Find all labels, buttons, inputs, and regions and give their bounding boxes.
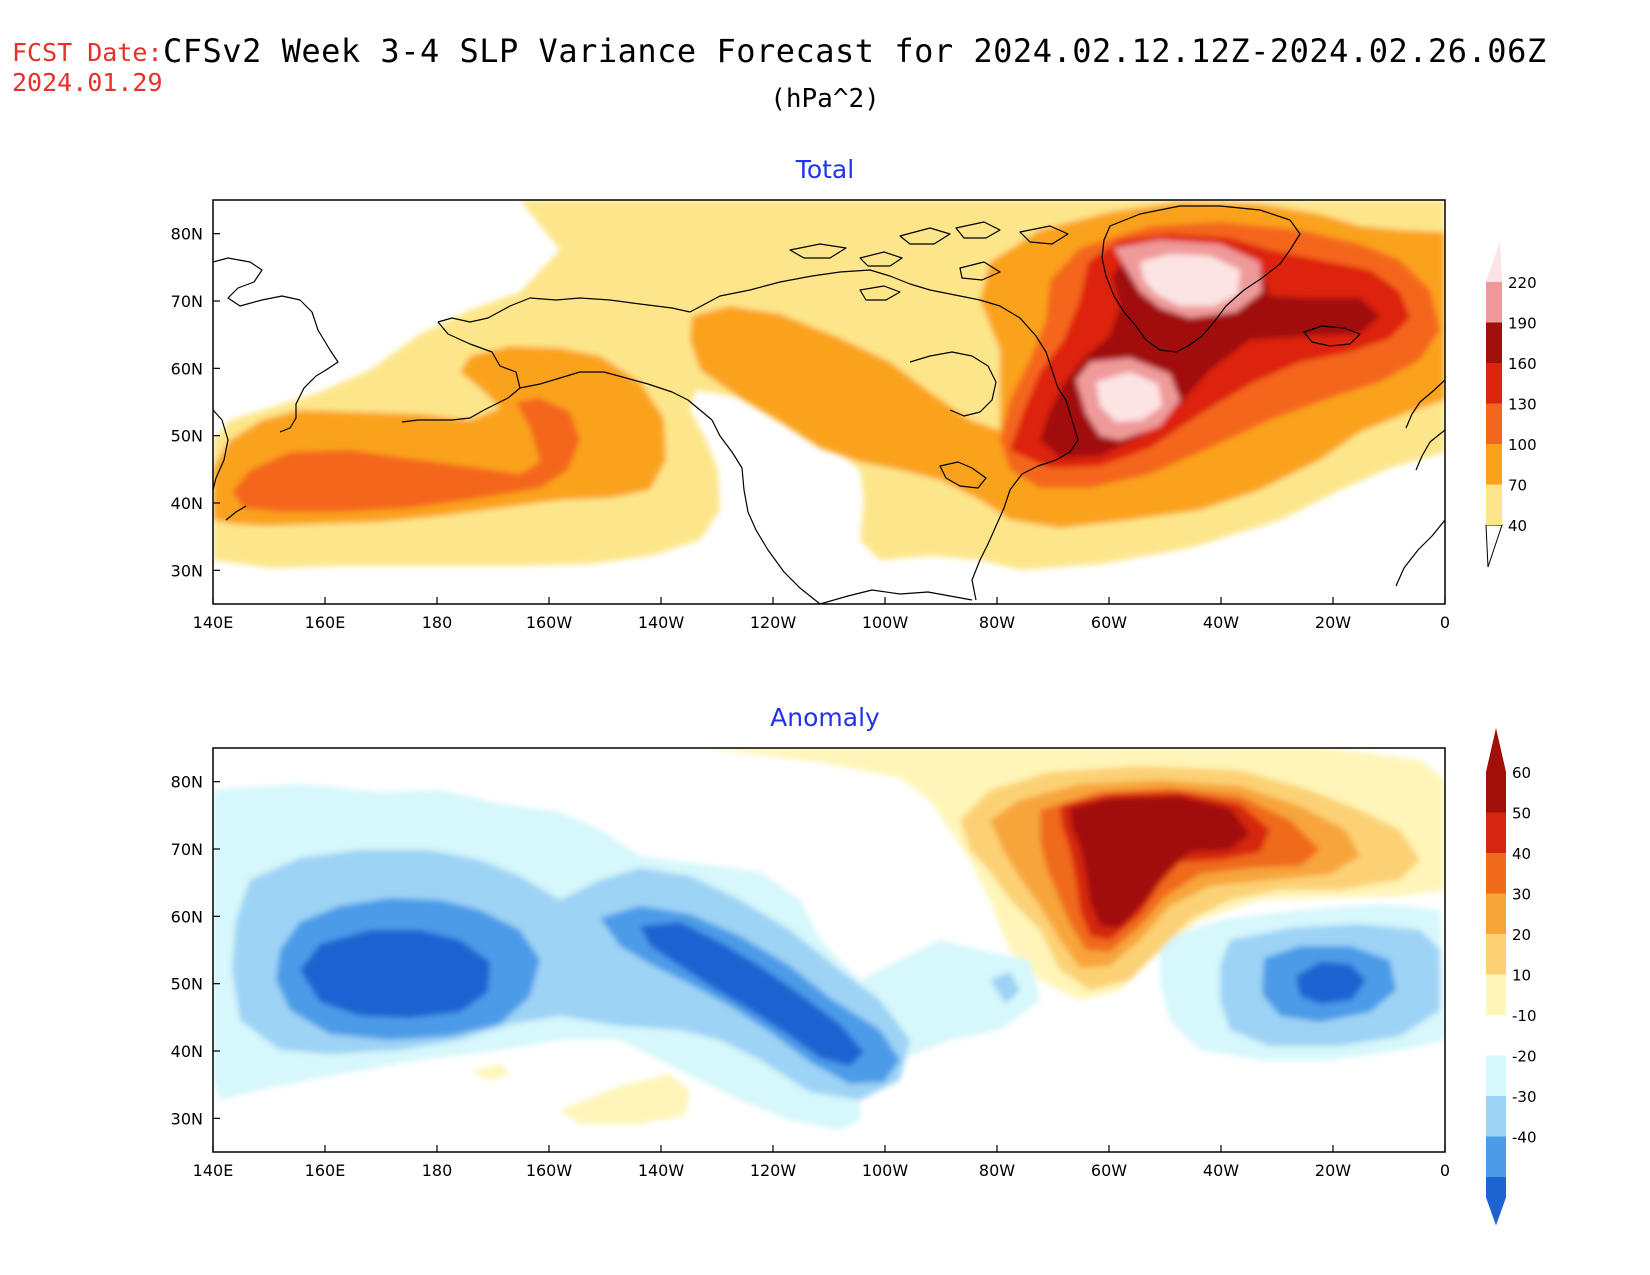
colorbar-label: 10 [1512, 967, 1531, 985]
colorbar-label: -10 [1512, 1007, 1537, 1025]
lon-tick-label: 140E [193, 613, 234, 632]
total-shading [213, 200, 1445, 570]
colorbar-label: 20 [1512, 926, 1531, 944]
lon-tick-label: 120W [750, 613, 797, 632]
axis-ticks-anomaly: 80N 70N 60N 50N 40N 30N 140E 160E 180 160W 140W 120… [171, 773, 1450, 1180]
lon-tick-label: 20W [1315, 613, 1351, 632]
lon-tick-label: 60W [1091, 1161, 1127, 1180]
lon-tick-label: 180 [422, 613, 453, 632]
lat-tick-label: 40N [171, 494, 203, 513]
fcst-date-value: 2024.01.29 [12, 68, 163, 97]
lon-tick-label: 180 [422, 1161, 453, 1180]
map-panel-anomaly: 80N 70N 60N 50N 40N 30N 140E 160E 180 160W 140W 120… [171, 747, 1450, 1180]
forecast-date-block: FCST Date: 2024.01.29 [12, 38, 163, 98]
units-label: (hPa^2) [770, 84, 880, 114]
lon-tick-label: 100W [862, 613, 909, 632]
map-frame-anomaly [212, 747, 1446, 1153]
lon-tick-label: 80W [979, 1161, 1015, 1180]
colorbar-swatch [1486, 484, 1502, 525]
colorbar-label: -30 [1512, 1088, 1537, 1106]
colorbar-label: 130 [1508, 396, 1537, 414]
colorbar-label: 190 [1508, 315, 1537, 333]
map-frame-total [212, 199, 1446, 605]
lat-tick-label: 80N [171, 225, 203, 244]
lon-tick-label: 160E [305, 1161, 346, 1180]
colorbar-swatch [1486, 1015, 1506, 1056]
colorbar-swatch [1486, 1055, 1506, 1096]
colorbar-swatch [1486, 812, 1506, 853]
colorbar-label: 50 [1512, 805, 1531, 823]
lat-tick-label: 80N [171, 773, 203, 792]
colorbar-swatch [1486, 934, 1506, 975]
colorbar-swatch [1486, 444, 1502, 485]
lat-tick-label: 30N [171, 561, 203, 580]
lat-tick-label: 50N [171, 427, 203, 446]
lon-tick-label: 0 [1440, 1161, 1450, 1180]
lon-tick-label: 140W [638, 613, 685, 632]
colorbar-swatch [1486, 728, 1506, 813]
lon-tick-label: 160W [526, 613, 573, 632]
colorbar-total: 40 70 100 130 160 190 220 [1485, 241, 1537, 568]
colorbar-label: 100 [1508, 436, 1537, 454]
colorbar-swatch [1486, 363, 1502, 404]
colorbar-swatch [1486, 853, 1506, 894]
colorbar-label: 40 [1508, 517, 1527, 535]
anomaly-shading [213, 748, 1445, 1130]
panel-title-total: Total [795, 155, 855, 184]
panel-title-anomaly: Anomaly [770, 703, 880, 732]
axis-ticks-total: 80N 70N 60N 50N 40N 30N 140E 160E 180 160W 140W 120… [171, 225, 1450, 632]
lat-tick-label: 70N [171, 840, 203, 859]
lon-tick-label: 120W [750, 1161, 797, 1180]
colorbar-swatch [1486, 1177, 1506, 1226]
colorbar-label: 160 [1508, 355, 1537, 373]
lon-tick-label: 80W [979, 613, 1015, 632]
colorbar-swatch [1486, 403, 1502, 444]
colorbar-swatch [1486, 241, 1502, 282]
colorbar-label: 40 [1512, 845, 1531, 863]
lon-tick-label: 160W [526, 1161, 573, 1180]
map-panel-total: 80N 70N 60N 50N 40N 30N 140E 160E 180 160W 140W 120… [171, 199, 1450, 632]
colorbar-label: 70 [1508, 477, 1527, 495]
lat-tick-label: 60N [171, 359, 203, 378]
colorbar-label: -20 [1512, 1048, 1537, 1066]
colorbar-swatch [1486, 282, 1502, 323]
colorbar-swatch [1486, 1096, 1506, 1137]
lat-tick-label: 50N [171, 975, 203, 994]
lon-tick-label: 100W [862, 1161, 909, 1180]
lon-tick-label: 160E [305, 613, 346, 632]
colorbar-label: 30 [1512, 886, 1531, 904]
lat-tick-label: 60N [171, 907, 203, 926]
lon-tick-label: 60W [1091, 613, 1127, 632]
lon-tick-label: 0 [1440, 613, 1450, 632]
fcst-date-label: FCST Date: [12, 38, 163, 67]
lat-tick-label: 70N [171, 292, 203, 311]
colorbar-swatch [1486, 1136, 1506, 1177]
colorbar-swatch [1486, 974, 1506, 1015]
lon-tick-label: 140W [638, 1161, 685, 1180]
lat-tick-label: 40N [171, 1042, 203, 1061]
colorbar-label: 60 [1512, 764, 1531, 782]
colorbar-swatch [1486, 322, 1502, 363]
lon-tick-label: 140E [193, 1161, 234, 1180]
lon-tick-label: 40W [1203, 1161, 1239, 1180]
colorbar-anomaly: 60 50 40 30 20 10 -10 -20 -30 -40 [1486, 728, 1537, 1226]
lat-tick-label: 30N [171, 1109, 203, 1128]
chart-title: CFSv2 Week 3-4 SLP Variance Forecast for… [163, 32, 1547, 70]
lon-tick-label: 40W [1203, 613, 1239, 632]
lon-tick-label: 20W [1315, 1161, 1351, 1180]
colorbar-label: -40 [1512, 1129, 1537, 1147]
colorbar-label: 220 [1508, 274, 1537, 292]
colorbar-swatch [1486, 893, 1506, 934]
